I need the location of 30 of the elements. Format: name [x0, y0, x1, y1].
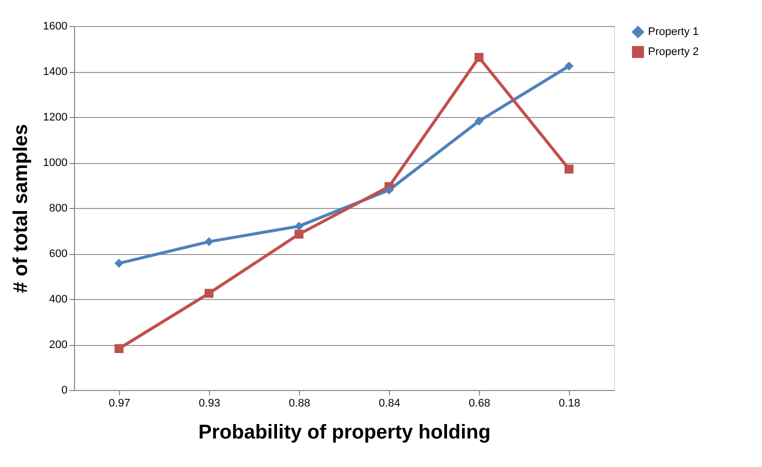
point	[204, 288, 214, 298]
y-tick-label: 1400	[43, 66, 68, 78]
y-tick-label: 1000	[43, 157, 68, 169]
y-tick-label: 600	[49, 248, 68, 260]
point	[474, 52, 484, 62]
point	[294, 230, 304, 239]
point	[564, 164, 574, 174]
legend-label: Property 1	[648, 26, 699, 38]
x-tick-label: 0.88	[288, 398, 310, 410]
y-tick-label: 200	[49, 339, 68, 351]
x-tick-label: 0.68	[468, 398, 490, 410]
point	[114, 258, 124, 268]
y-tick-label: 1600	[43, 20, 68, 32]
x-tick-label: 0.18	[558, 398, 580, 410]
x-axis-title: Probability of property holding	[198, 422, 491, 444]
x-tick-label: 0.93	[198, 398, 220, 410]
point	[204, 237, 214, 246]
legend-label: Property 2	[648, 46, 699, 58]
y-tick-label: 0	[61, 384, 68, 396]
x-tick-label: 0.84	[378, 398, 400, 410]
y-tick-label: 400	[49, 294, 68, 306]
x-tick-label: 0.97	[108, 398, 130, 410]
point	[294, 222, 304, 231]
y-tick-label: 1200	[43, 112, 68, 124]
point	[474, 116, 484, 126]
point	[384, 186, 394, 194]
y-tick-label: 800	[49, 202, 68, 214]
point	[114, 344, 124, 354]
y-axis-title: # of total samples	[10, 124, 32, 293]
point	[564, 62, 574, 71]
